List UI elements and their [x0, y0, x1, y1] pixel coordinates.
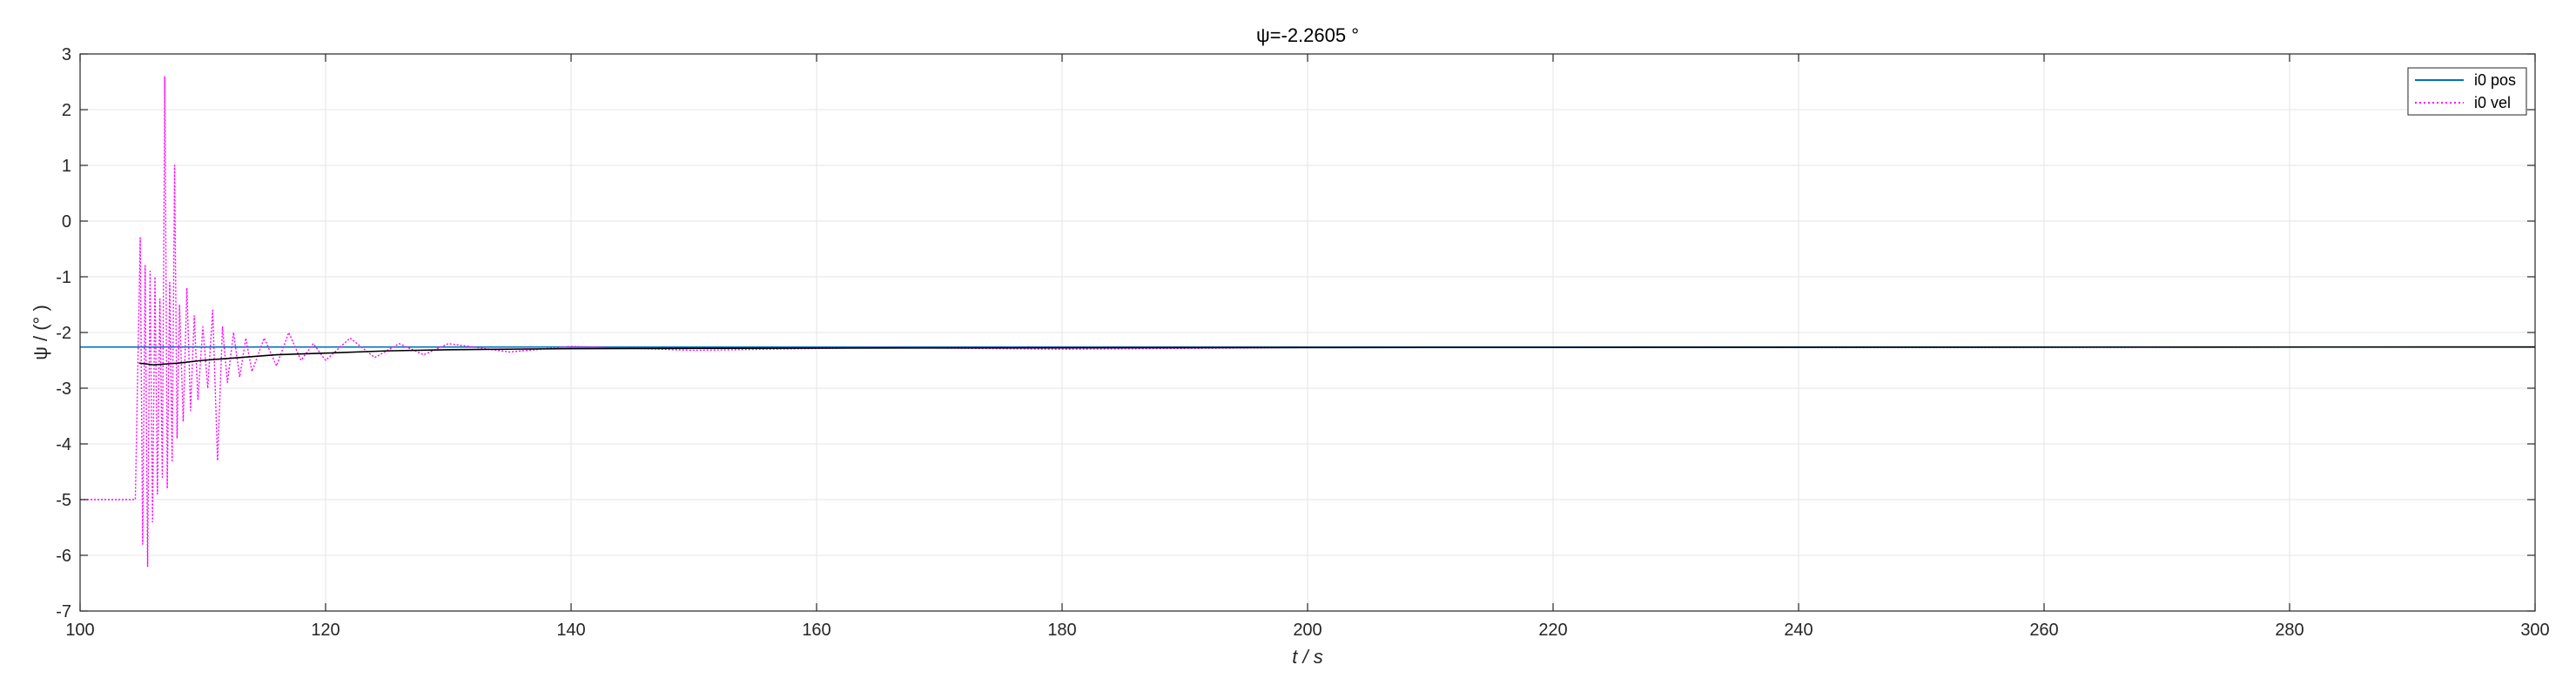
x-tick-label: 300 [2520, 621, 2549, 640]
y-tick-label: -2 [56, 324, 71, 343]
chart-title: ψ=-2.2605 ° [1256, 24, 1359, 46]
y-tick-label: 2 [62, 101, 71, 120]
x-tick-label: 200 [1293, 621, 1322, 640]
tick-labels: 100 120 140 160 180 200 220 240 260 280 300-7-6-5-… [56, 45, 2549, 640]
x-tick-label: 140 [556, 621, 585, 640]
x-tick-label: 180 [1047, 621, 1076, 640]
y-tick-label: -7 [56, 602, 71, 621]
x-tick-label: 120 [311, 621, 340, 640]
grid [80, 54, 2535, 611]
x-tick-label: 260 [2029, 621, 2058, 640]
y-tick-label: -5 [56, 491, 71, 510]
y-tick-label: -6 [56, 547, 71, 566]
y-tick-label: 3 [62, 45, 71, 64]
legend-label-pos: i0 pos [2474, 71, 2516, 89]
x-tick-label: 160 [802, 621, 831, 640]
legend[interactable]: i0 pos i0 vel [2407, 67, 2527, 116]
y-tick-label: -1 [56, 268, 71, 287]
axes [79, 53, 2536, 612]
series-line-1 [80, 75, 2535, 567]
legend-box [2407, 67, 2527, 116]
y-tick-label: 1 [62, 157, 71, 176]
y-tick-label: -4 [56, 435, 71, 454]
legend-label-vel: i0 vel [2474, 94, 2511, 111]
y-tick-label: -3 [56, 379, 71, 399]
x-tick-label: 100 [65, 621, 94, 640]
x-axis-label: t / s [1292, 646, 1322, 668]
x-tick-label: 220 [1538, 621, 1567, 640]
series-line-2 [138, 346, 2535, 366]
y-axis-label: ψ / (° ) [30, 305, 51, 360]
x-tick-label: 240 [1784, 621, 1813, 640]
series-layer [80, 75, 2535, 567]
y-tick-label: 0 [62, 212, 71, 232]
x-tick-label: 280 [2275, 621, 2304, 640]
